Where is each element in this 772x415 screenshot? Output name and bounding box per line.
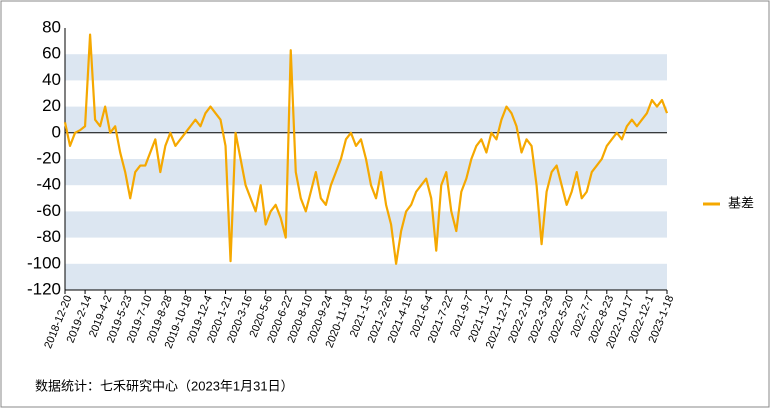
grid-band xyxy=(65,106,667,133)
y-tick-label: -60 xyxy=(36,201,61,220)
grid-band xyxy=(65,263,667,290)
y-tick-label: -100 xyxy=(27,253,61,272)
y-tick-label: -80 xyxy=(36,227,61,246)
y-tick-label: 20 xyxy=(42,96,61,115)
grid-band xyxy=(65,54,667,81)
y-tick-label: 40 xyxy=(42,70,61,89)
y-tick-label: -40 xyxy=(36,175,61,194)
series-line xyxy=(63,33,669,265)
y-tick-label: 60 xyxy=(42,44,61,63)
y-tick-label: -20 xyxy=(36,148,61,167)
source: 数据统计：七禾研究中心（2023年1月31日） xyxy=(35,378,294,393)
y-tick-label: 0 xyxy=(52,122,61,141)
y-tick-label: -120 xyxy=(27,279,61,298)
grid-band xyxy=(65,211,667,238)
legend-label: 基差 xyxy=(728,195,754,210)
y-tick-label: 80 xyxy=(42,17,61,36)
